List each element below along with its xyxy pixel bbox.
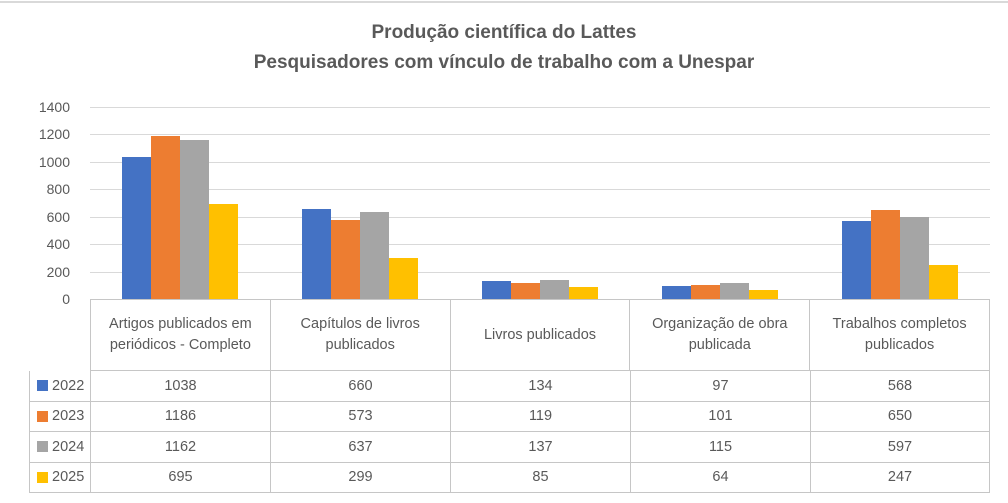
category-label-2: Capítulos de livros publicados xyxy=(269,300,450,370)
bar-2022-category-1 xyxy=(122,156,151,299)
x-axis-line xyxy=(90,299,990,300)
gridline-1400 xyxy=(90,107,990,108)
bar-2023-category-4 xyxy=(691,285,720,299)
bar-2025-category-5 xyxy=(929,265,958,299)
value-2023-category-5: 650 xyxy=(810,401,990,431)
value-2023-category-1: 1186 xyxy=(90,401,270,431)
chart-title: Produção científica do Lattes Pesquisado… xyxy=(0,18,1008,78)
category-label-1: Artigos publicados em periódicos - Compl… xyxy=(90,300,270,370)
category-label-3: Livros publicados xyxy=(449,300,630,370)
bar-2025-category-3 xyxy=(569,287,598,299)
chart-title-line1: Produção científica do Lattes xyxy=(371,22,637,43)
legend-year-2025: 2025 xyxy=(52,469,85,486)
bar-2022-category-3 xyxy=(482,280,511,299)
legend-cell-2025: 2025 xyxy=(29,462,90,492)
legend-swatch-2025 xyxy=(37,471,48,483)
plot-area xyxy=(90,107,990,299)
y-tick-label-1000: 1000 xyxy=(38,153,70,170)
legend-year-2022: 2022 xyxy=(52,377,85,394)
value-2023-category-3: 119 xyxy=(450,401,630,431)
bar-2024-category-5 xyxy=(900,217,929,299)
table-row-2022: 2022 1038 660 134 97 568 xyxy=(29,371,990,402)
bar-2024-category-1 xyxy=(180,139,209,299)
y-tick-label-800: 800 xyxy=(46,181,70,198)
bar-group-1 xyxy=(90,107,270,299)
bar-2024-category-2 xyxy=(360,211,389,299)
value-2022-category-1: 1038 xyxy=(90,371,270,401)
bar-2022-category-2 xyxy=(302,208,331,299)
value-2025-category-4: 64 xyxy=(630,462,810,492)
value-2024-category-1: 1162 xyxy=(90,432,270,462)
table-row-2024: 2024 1162 637 137 115 597 xyxy=(29,432,990,463)
bar-2023-category-3 xyxy=(511,282,540,299)
bar-2025-category-4 xyxy=(749,290,778,299)
value-2022-category-3: 134 xyxy=(450,371,630,401)
gridline-1000 xyxy=(90,161,990,163)
value-2024-category-2: 637 xyxy=(270,432,450,462)
gridline-200 xyxy=(90,271,990,273)
bar-group-2 xyxy=(270,107,450,299)
legend-swatch-2023 xyxy=(37,410,48,422)
chart-top-border xyxy=(0,1,1008,3)
value-2025-category-1: 695 xyxy=(90,462,270,492)
y-tick-label-200: 200 xyxy=(46,263,70,280)
category-label-5: Trabalhos completos publicados xyxy=(809,300,990,370)
y-tick-label-1400: 1400 xyxy=(38,99,70,115)
value-2024-category-5: 597 xyxy=(810,432,990,462)
legend-cell-2024: 2024 xyxy=(29,432,90,462)
y-tick-label-1200: 1200 xyxy=(38,126,70,143)
bar-2023-category-5 xyxy=(871,209,900,299)
value-2022-category-5: 568 xyxy=(810,371,990,401)
table-row-2025: 2025 695 299 85 64 247 xyxy=(29,462,990,493)
gridline-1200 xyxy=(90,134,990,136)
bar-group-4 xyxy=(630,107,810,299)
value-2024-category-3: 137 xyxy=(450,432,630,462)
category-header-row: Artigos publicados em periódicos - Compl… xyxy=(90,300,990,371)
bars-layer xyxy=(90,107,990,299)
gridline-400 xyxy=(90,244,990,246)
category-label-4: Organização de obra publicada xyxy=(629,300,809,370)
gridline-800 xyxy=(90,189,990,191)
bar-2024-category-4 xyxy=(720,283,749,299)
y-tick-label-0: 0 xyxy=(62,291,70,307)
legend-cell-2022: 2022 xyxy=(29,371,90,401)
value-2025-category-2: 299 xyxy=(270,462,450,492)
value-2023-category-2: 573 xyxy=(270,401,450,431)
value-2025-category-5: 247 xyxy=(810,462,990,492)
y-tick-label-600: 600 xyxy=(46,208,70,225)
value-2022-category-2: 660 xyxy=(270,371,450,401)
bar-2022-category-4 xyxy=(662,285,691,299)
bar-group-3 xyxy=(450,107,630,299)
legend-year-2023: 2023 xyxy=(52,408,85,425)
bar-2025-category-2 xyxy=(389,258,418,299)
y-axis: 0 200 400 600 800 1000 1200 1400 xyxy=(0,0,80,503)
legend-year-2024: 2024 xyxy=(52,438,85,455)
value-2024-category-4: 115 xyxy=(630,432,810,462)
data-table: 2022 1038 660 134 97 568 2023 1186 573 119 101 650 2… xyxy=(29,371,990,493)
value-2025-category-3: 85 xyxy=(450,462,630,492)
table-row-2023: 2023 1186 573 119 101 650 xyxy=(29,401,990,432)
chart-title-line2: Pesquisadores com vínculo de trabalho co… xyxy=(253,52,755,73)
legend-swatch-2024 xyxy=(37,441,48,453)
bar-2022-category-5 xyxy=(842,221,871,299)
value-2023-category-4: 101 xyxy=(630,401,810,431)
legend-swatch-2022 xyxy=(37,380,48,392)
bar-2024-category-3 xyxy=(540,280,569,299)
bar-group-5 xyxy=(810,107,990,299)
bar-2023-category-1 xyxy=(151,136,180,299)
bar-2023-category-2 xyxy=(331,220,360,299)
bar-2025-category-1 xyxy=(209,203,238,299)
value-2022-category-4: 97 xyxy=(630,371,810,401)
gridline-600 xyxy=(90,216,990,218)
y-tick-label-400: 400 xyxy=(46,236,70,253)
legend-cell-2023: 2023 xyxy=(29,401,90,431)
